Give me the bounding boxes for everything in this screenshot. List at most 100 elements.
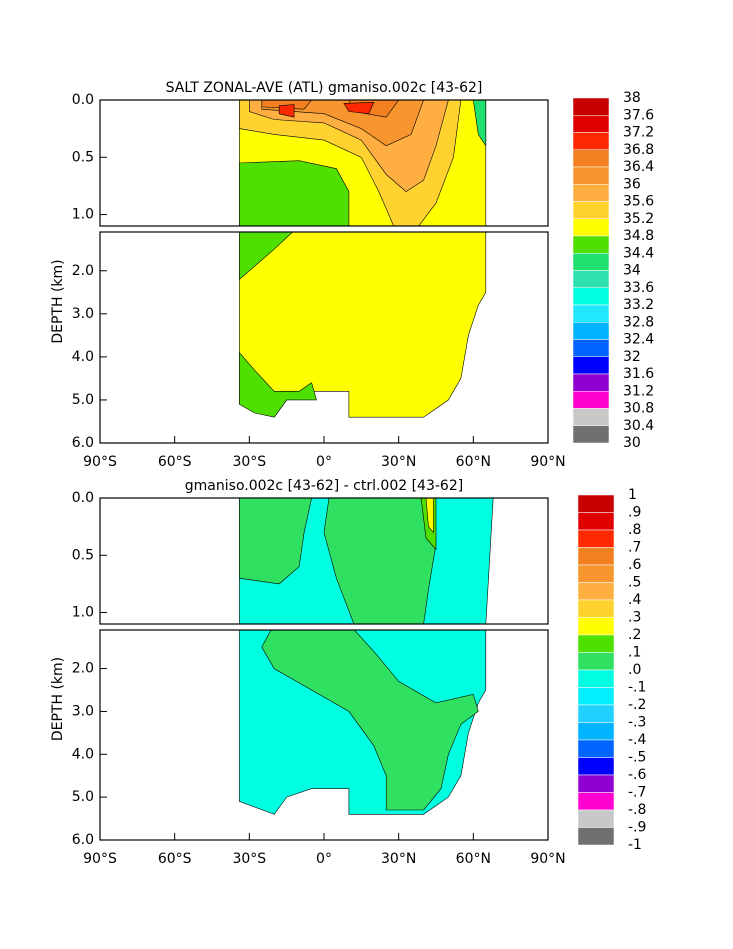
colorbar-label: -.7 xyxy=(628,785,646,801)
colorbar-box xyxy=(572,339,610,357)
colorbar-label: -.8 xyxy=(628,802,646,818)
colorbar-label: 31.6 xyxy=(623,366,654,382)
colorbar-label: 32.8 xyxy=(623,314,654,330)
contour-region xyxy=(278,104,295,118)
colorbar-box xyxy=(572,253,610,271)
colorbar-box xyxy=(572,304,610,323)
colorbar-label: 35.2 xyxy=(623,211,654,227)
x-tick-label: 60°N xyxy=(456,851,491,867)
colorbar-box xyxy=(577,757,615,776)
y-tick-label: 0.5 xyxy=(72,547,94,563)
colorbar-label: 34 xyxy=(623,263,641,279)
colorbar-box xyxy=(572,391,610,409)
contour-region xyxy=(239,232,487,418)
y-tick-label: 1.0 xyxy=(72,207,94,223)
x-tick-label: 60°N xyxy=(456,454,491,470)
colorbar-box xyxy=(577,774,615,793)
y-tick-label: 4.0 xyxy=(72,349,94,365)
colorbar-box xyxy=(577,494,615,513)
chart-title: gmaniso.002c [43-62] - ctrl.002 [43-62] xyxy=(185,478,463,494)
colorbar-box xyxy=(577,722,615,741)
colorbar-label: 32.4 xyxy=(623,332,654,348)
y-tick-label: 3.0 xyxy=(72,703,94,719)
colorbar-label: 33.6 xyxy=(623,280,654,296)
colorbar-label: -.4 xyxy=(628,732,647,748)
colorbar-box xyxy=(577,634,615,653)
colorbar-box xyxy=(572,235,610,254)
x-tick-label: 30°N xyxy=(381,454,416,470)
colorbar-box xyxy=(577,547,615,566)
plot-frame xyxy=(99,497,549,625)
colorbar-label: 36 xyxy=(623,176,641,192)
colorbar-box xyxy=(572,425,610,444)
colorbar-box xyxy=(577,687,615,706)
colorbar-box xyxy=(577,669,615,688)
colorbar-box xyxy=(572,97,610,116)
colorbar-label: -.2 xyxy=(628,697,646,713)
colorbar-box xyxy=(572,373,610,392)
y-tick-label: 0.5 xyxy=(72,149,94,165)
colorbar-label: -1 xyxy=(628,837,642,853)
contour-region xyxy=(239,232,294,281)
colorbar-box xyxy=(572,322,610,340)
colorbar-label: -.3 xyxy=(628,715,646,731)
colorbar-box xyxy=(572,408,610,426)
colorbar-label: 34.4 xyxy=(623,245,654,261)
colorbar-label: 1 xyxy=(628,487,637,503)
colorbar-box xyxy=(577,529,615,548)
colorbar-label: 31.2 xyxy=(623,383,654,399)
y-tick-label: 6.0 xyxy=(72,435,94,451)
colorbar-label: 37.2 xyxy=(623,125,654,141)
x-tick-label: 30°S xyxy=(232,454,266,470)
x-tick-label: 90°S xyxy=(83,851,117,867)
colorbar-label: 37.6 xyxy=(623,107,654,123)
contour-region xyxy=(239,498,312,585)
colorbar-label: .4 xyxy=(628,592,641,608)
colorbar-label: .8 xyxy=(628,522,641,538)
plot-frame xyxy=(99,99,549,227)
colorbar-box xyxy=(572,149,610,168)
colorbar-label: 36.4 xyxy=(623,159,654,175)
colorbar-label: .9 xyxy=(628,505,641,521)
y-tick-label: 0.0 xyxy=(72,490,94,506)
contour-region xyxy=(239,351,317,418)
colorbar-label: -.1 xyxy=(628,680,646,696)
upper-field xyxy=(239,100,487,226)
y-tick-label: 5.0 xyxy=(72,392,94,408)
colorbar-box xyxy=(577,512,615,531)
colorbar-label: -.6 xyxy=(628,767,647,783)
colorbar-label: .5 xyxy=(628,575,641,591)
colorbar-label: .2 xyxy=(628,627,641,643)
colorbar-label: 38 xyxy=(623,90,641,106)
y-tick-label: 3.0 xyxy=(72,306,94,322)
colorbar-label: .3 xyxy=(628,610,641,626)
colorbar-label: .7 xyxy=(628,540,641,556)
chart-title: SALT ZONAL-AVE (ATL) gmaniso.002c [43-62… xyxy=(166,80,483,96)
colorbar-label: 30.4 xyxy=(623,418,654,434)
colorbar-label: 30.8 xyxy=(623,401,654,417)
colorbar-box xyxy=(572,201,610,219)
colorbar-box xyxy=(572,132,610,150)
x-tick-label: 60°S xyxy=(158,454,192,470)
colorbar-label: .1 xyxy=(628,645,641,661)
colorbar-box xyxy=(577,827,615,846)
colorbar-box xyxy=(577,792,615,811)
colorbar-box xyxy=(577,704,615,723)
colorbar-label: -.9 xyxy=(628,820,646,836)
x-tick-label: 0° xyxy=(316,454,332,470)
x-tick-label: 90°N xyxy=(530,454,565,470)
colorbar-label: 36.8 xyxy=(623,142,654,158)
colorbar-box xyxy=(577,617,615,636)
colorbar-box xyxy=(577,582,615,601)
colorbar-box xyxy=(572,115,610,133)
x-tick-label: 0° xyxy=(316,851,332,867)
y-tick-label: 2.0 xyxy=(72,661,94,677)
contour-region xyxy=(425,498,434,534)
contour-region xyxy=(239,160,350,226)
lower-field xyxy=(239,232,487,418)
colorbar-box xyxy=(572,166,610,185)
y-tick-label: 2.0 xyxy=(72,263,94,279)
y-tick-label: 6.0 xyxy=(72,832,94,848)
contour-region xyxy=(261,630,479,811)
